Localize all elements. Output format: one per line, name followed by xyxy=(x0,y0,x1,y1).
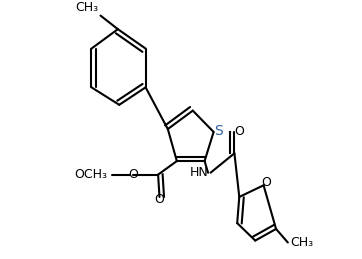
Text: O: O xyxy=(155,193,164,206)
Text: O: O xyxy=(234,125,244,139)
Text: CH₃: CH₃ xyxy=(290,236,313,249)
Text: HN: HN xyxy=(189,166,208,179)
Text: O: O xyxy=(261,176,271,189)
Text: S: S xyxy=(214,124,223,138)
Text: CH₃: CH₃ xyxy=(75,1,98,14)
Text: O: O xyxy=(128,168,138,181)
Text: OCH₃: OCH₃ xyxy=(75,168,108,181)
